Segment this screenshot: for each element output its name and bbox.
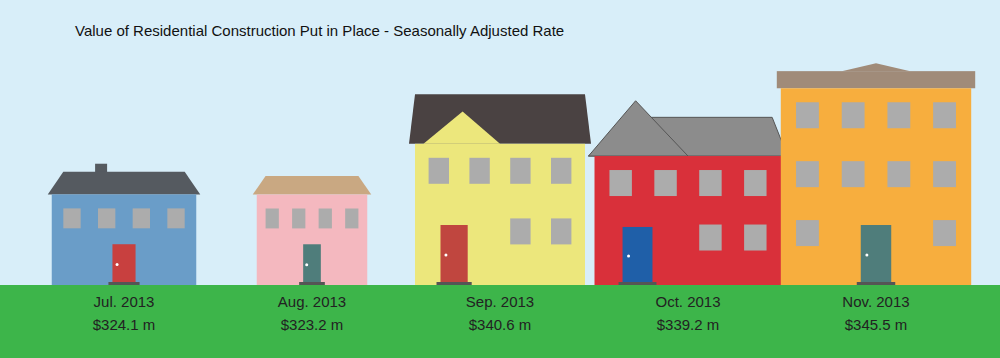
svg-text:Nov. 2013: Nov. 2013 [842,293,909,310]
svg-text:$345.5 m: $345.5 m [845,316,908,333]
svg-text:$339.2 m: $339.2 m [657,316,720,333]
svg-text:$323.2 m: $323.2 m [281,316,344,333]
svg-text:Aug. 2013: Aug. 2013 [278,293,346,310]
svg-text:$324.1 m: $324.1 m [93,316,156,333]
svg-text:Sep. 2013: Sep. 2013 [466,293,534,310]
svg-text:Jul. 2013: Jul. 2013 [94,293,155,310]
html-text:Value of Residential Construct: Value of Residential Construction Put in… [75,22,565,39]
svg-text:$340.6 m: $340.6 m [469,316,532,333]
svg-text:Oct. 2013: Oct. 2013 [655,293,720,310]
